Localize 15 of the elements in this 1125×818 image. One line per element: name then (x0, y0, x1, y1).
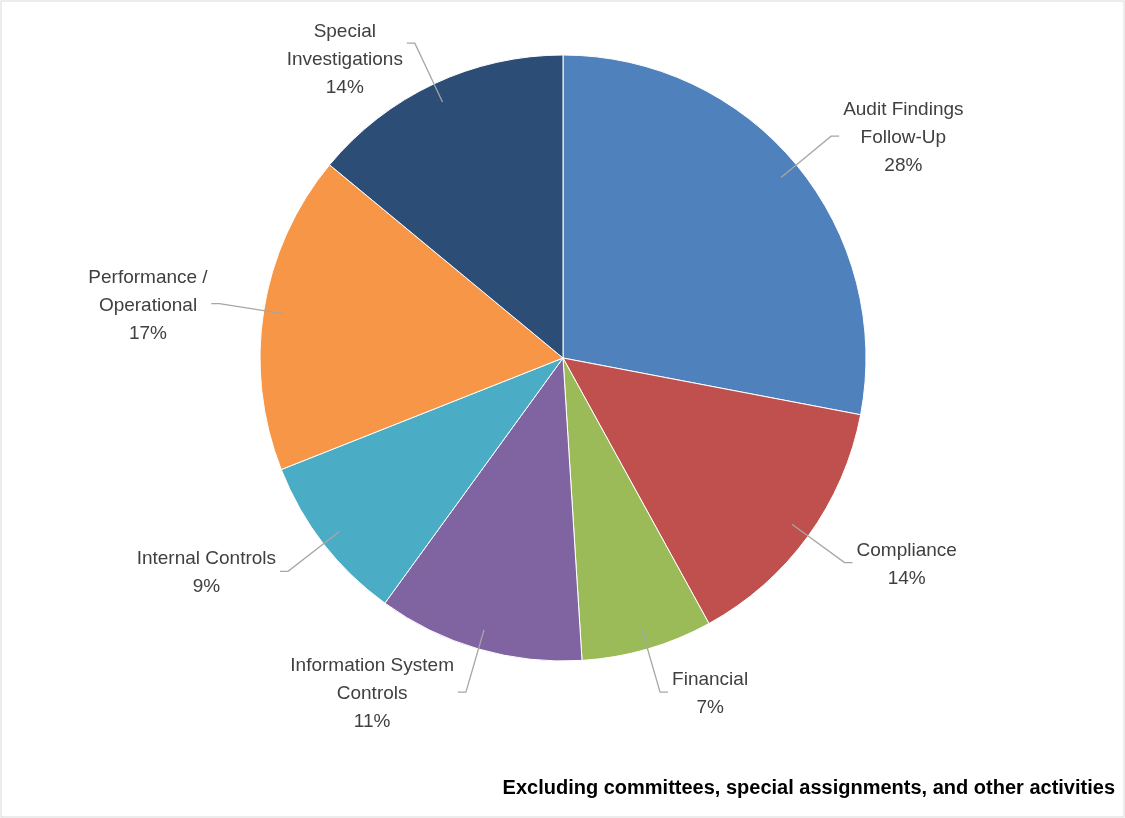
data-label: 14% (325, 76, 364, 97)
slice-label: Special Investigations (286, 20, 403, 69)
data-label: 17% (128, 321, 168, 343)
slice-label: Audit Findings Follow-Up (843, 98, 964, 148)
data-label: 28% (884, 154, 923, 176)
data-label: 11% (353, 710, 391, 732)
slice-label: Information System Controls (290, 654, 454, 704)
slice-label: Performance / Operational (88, 265, 209, 315)
data-label: 9% (192, 575, 221, 597)
data-label: 7% (696, 696, 724, 718)
data-label: 14% (887, 566, 926, 588)
slice-label: Compliance (856, 538, 957, 560)
text: Excluding committees, special assignments, and other activities (502, 776, 1115, 798)
slice-label: Internal Controls (136, 547, 277, 569)
slice-label: Financial (672, 668, 749, 690)
